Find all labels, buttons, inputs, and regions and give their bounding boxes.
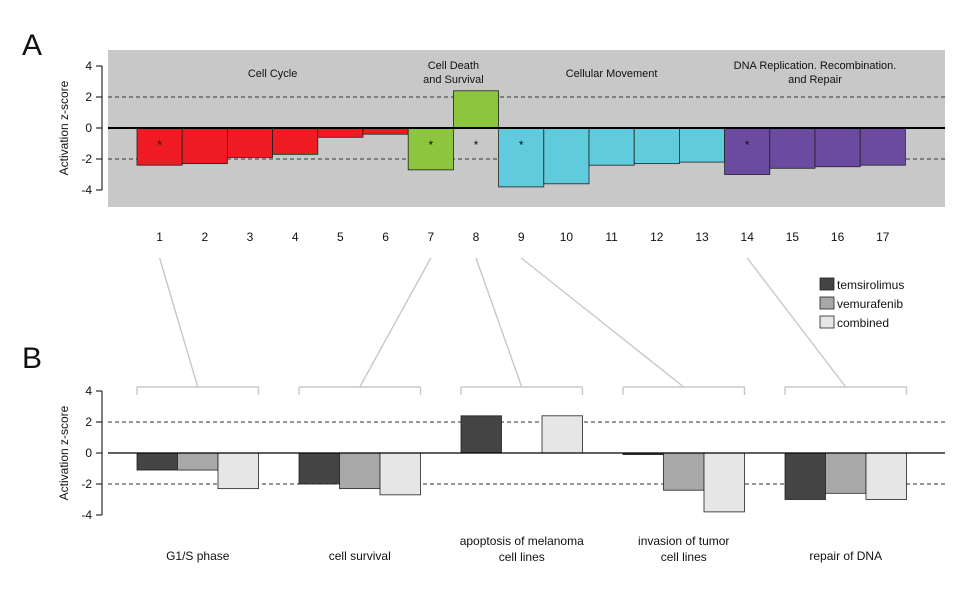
- panel-a-bar: [679, 127, 726, 163]
- legend-label-combined: combined: [837, 316, 889, 330]
- panel-a-bar: [814, 127, 861, 168]
- panel-a-category-label: 4: [292, 230, 299, 244]
- panel-b-bar: [379, 452, 421, 496]
- panel-b-y-tick-label: 0: [85, 446, 92, 460]
- panel-connectors: [136, 257, 908, 395]
- panel-b-category-label: G1/S phase: [166, 549, 230, 563]
- panel-a-group-label: Cell Cycle: [248, 68, 298, 80]
- legend: temsirolimus vemurafenib combined: [819, 277, 904, 330]
- panel-b-bar: [825, 452, 867, 494]
- connector-line: [359, 257, 432, 388]
- panel-b-category-label: cell survival: [329, 549, 391, 563]
- panel-a-category-label: 17: [876, 230, 890, 244]
- panel-b-bar: [298, 452, 340, 485]
- panel-b-y-tick-label: -2: [81, 477, 92, 491]
- panel-a-bar: [317, 127, 364, 138]
- connector-line: [475, 257, 523, 388]
- panel-a-star-marker: *: [428, 138, 433, 152]
- panel-b-category-label: cell lines: [499, 550, 545, 564]
- panel-b-bar: [136, 452, 178, 471]
- panel-b-bar: [217, 452, 259, 490]
- panel-a-bar: [498, 127, 545, 188]
- panel-a-category-label: 16: [831, 230, 845, 244]
- panel-a-bar: [588, 127, 635, 166]
- panel-a-category-label: 15: [786, 230, 800, 244]
- panel-a-star-marker: *: [745, 138, 750, 152]
- panel-a-bar: [452, 90, 499, 129]
- panel-a-bar: [543, 127, 590, 185]
- panel-a-y-tick-label: -4: [81, 183, 92, 197]
- panel-b-bar: [865, 452, 907, 500]
- panel-a-category-label: 7: [427, 230, 434, 244]
- panel-b-category-label: invasion of tumor: [638, 534, 729, 548]
- panel-a-group-label: and Survival: [423, 74, 484, 86]
- panel-a-bar: [859, 127, 906, 166]
- panel-a-bar: [181, 127, 228, 165]
- panel-a-category-label: 8: [473, 230, 480, 244]
- panel-b-bar: [663, 452, 705, 491]
- panel-a-group-label: Cellular Movement: [566, 68, 658, 80]
- panel-b-y-tick-label: 2: [85, 415, 92, 429]
- panel-a-category-label: 2: [201, 230, 208, 244]
- connector-line: [158, 257, 199, 388]
- panel-b-bar: [460, 415, 502, 454]
- panel-b-chart: -4 -2 0 2 4 Activation z-score G1/S phase cell …: [57, 384, 945, 564]
- panel-a-category-label: 6: [382, 230, 389, 244]
- panel-a-chart: * * * * * -4 -2 0 2 4 Activation z-score Cell Cycle…: [57, 50, 945, 244]
- legend-label-temsirolimus: temsirolimus: [837, 278, 904, 292]
- panel-a-bar: [136, 127, 183, 166]
- connector-line: [520, 257, 685, 388]
- panel-a-bar: [724, 127, 771, 175]
- panel-b-category-label: repair of DNA: [809, 549, 882, 563]
- panel-a-label: A: [22, 29, 42, 62]
- panel-a-star-marker: *: [157, 138, 162, 152]
- panel-a-category-label: 9: [518, 230, 525, 244]
- panel-b-bar: [784, 452, 826, 500]
- panel-a-star-marker: *: [474, 138, 479, 152]
- connector-line: [746, 257, 847, 388]
- panel-b-category-label: apoptosis of melanoma: [460, 534, 584, 548]
- panel-a-group-label: DNA Replication. Recombination.: [734, 60, 897, 72]
- panel-a-category-label: 12: [650, 230, 664, 244]
- legend-swatch-combined: [819, 315, 835, 329]
- panel-a-y-tick-label: 2: [85, 90, 92, 104]
- panel-a-group-label: Cell Death: [428, 60, 479, 72]
- panel-a-bar: [226, 127, 273, 158]
- panel-a-y-tick-label: 4: [85, 59, 92, 73]
- panel-a-category-label: 3: [247, 230, 254, 244]
- panel-b-label: B: [22, 342, 42, 375]
- panel-b-y-axis-title: Activation z-score: [57, 405, 71, 500]
- panel-a-y-axis-title: Activation z-score: [57, 80, 71, 175]
- panel-b-y-tick-label: -4: [81, 508, 92, 522]
- panel-b-bar: [541, 415, 583, 454]
- panel-b-bar: [339, 452, 381, 490]
- panel-a-category-label: 1: [156, 230, 163, 244]
- panel-b-category-label: cell lines: [661, 550, 707, 564]
- panel-b-y-tick-label: 4: [85, 384, 92, 398]
- panel-a-group-label: and Repair: [788, 74, 842, 86]
- panel-a-category-label: 11: [605, 230, 618, 244]
- panel-a-category-label: 14: [741, 230, 755, 244]
- panel-a-category-label: 13: [695, 230, 709, 244]
- panel-a-y-tick-label: -2: [81, 152, 92, 166]
- panel-b-bar: [177, 452, 219, 471]
- legend-label-vemurafenib: vemurafenib: [837, 297, 903, 311]
- panel-a-star-marker: *: [519, 138, 524, 152]
- legend-swatch-temsirolimus: [819, 277, 835, 291]
- legend-swatch-vemurafenib: [819, 296, 835, 310]
- panel-a-bar: [633, 127, 680, 165]
- panel-a-bar: [769, 127, 816, 169]
- panel-a-bar: [272, 127, 319, 155]
- panel-b-bar: [703, 452, 745, 513]
- panel-a-category-label: 10: [560, 230, 574, 244]
- panel-a-y-tick-label: 0: [85, 121, 92, 135]
- panel-a-category-label: 5: [337, 230, 344, 244]
